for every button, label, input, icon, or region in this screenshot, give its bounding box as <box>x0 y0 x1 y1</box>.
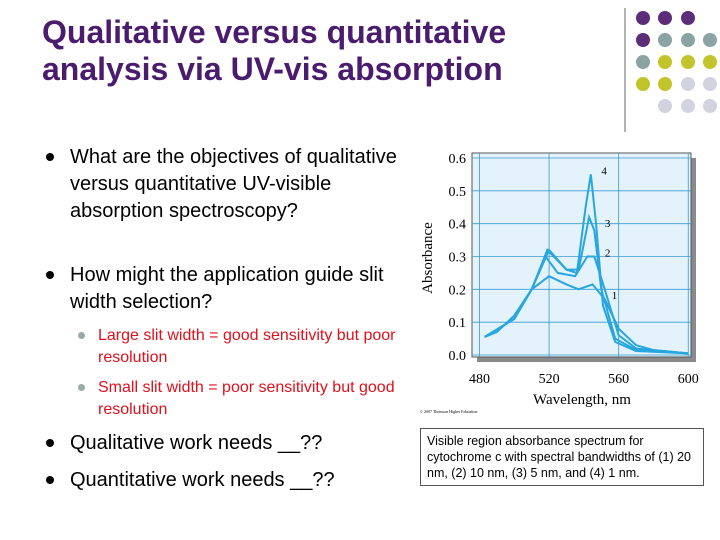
x-tick-label: 480 <box>469 372 490 387</box>
y-tick-label: 0.2 <box>449 283 467 298</box>
y-axis-label: Absorbance <box>420 222 436 294</box>
y-tick-label: 0.5 <box>449 185 467 200</box>
x-tick-label: 600 <box>678 372 699 387</box>
y-tick-label: 0.1 <box>449 316 467 331</box>
caption: Visible region absorbance spectrum for c… <box>420 428 704 486</box>
title-line: Qualitative versus quantitative <box>42 14 507 50</box>
title: Qualitative versus quantitative analysis … <box>42 14 622 88</box>
x-axis-label: Wavelength, nm <box>533 392 631 408</box>
y-tick-label: 0.0 <box>449 349 467 364</box>
x-tick-label: 560 <box>608 372 629 387</box>
curve-label: 2 <box>605 248 611 260</box>
credit: © 2007 Thomson Higher Education <box>420 409 477 414</box>
bullet: How might the application guide slit wid… <box>46 262 410 316</box>
title-line: analysis via UV-vis absorption <box>42 51 503 87</box>
curve-label: 4 <box>601 165 607 177</box>
y-tick-label: 0.6 <box>449 152 467 167</box>
spectrum-line <box>484 275 689 355</box>
curve-label: 1 <box>612 290 618 302</box>
bullet: Quantitative work needs __?? <box>46 467 410 494</box>
y-tick-label: 0.3 <box>449 251 467 266</box>
bullet: What are the objectives of qualitative v… <box>46 144 410 225</box>
sub-bullet: Small slit width = poor sensitivity but … <box>78 377 408 421</box>
y-tick-label: 0.4 <box>449 218 467 233</box>
bullet: Qualitative work needs __?? <box>46 430 410 457</box>
x-tick-label: 520 <box>539 372 560 387</box>
spectrum-line <box>484 174 689 355</box>
sub-bullet: Large slit width = good sensitivity but … <box>78 325 408 369</box>
dots <box>636 11 717 113</box>
curve-label: 3 <box>605 218 611 230</box>
